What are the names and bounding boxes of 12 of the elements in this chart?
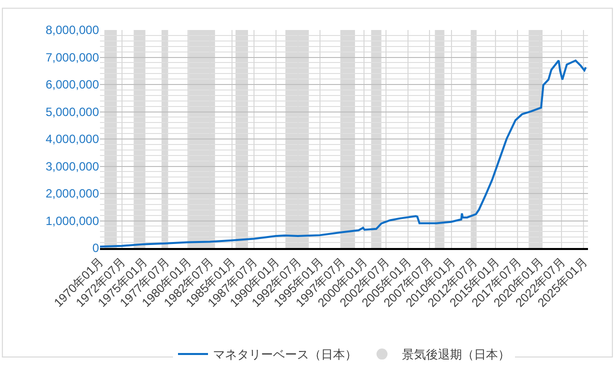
y-tick-label: 2,000,000	[46, 186, 100, 201]
line-series	[100, 60, 587, 248]
y-tick-label: 6,000,000	[46, 78, 100, 92]
legend-label: マネタリーベース（日本）	[213, 348, 357, 362]
y-tick-label: 1,000,000	[46, 214, 100, 228]
y-tick-label: 3,000,000	[46, 159, 100, 174]
y-tick-label: 0	[92, 241, 100, 256]
legend-label: 景気後退期（日本）	[402, 348, 510, 362]
y-tick-label: 7,000,000	[46, 50, 100, 64]
y-tick-label: 8,000,000	[46, 23, 100, 38]
y-tick-label: 4,000,000	[46, 132, 100, 146]
y-tick-label: 5,000,000	[46, 104, 100, 119]
